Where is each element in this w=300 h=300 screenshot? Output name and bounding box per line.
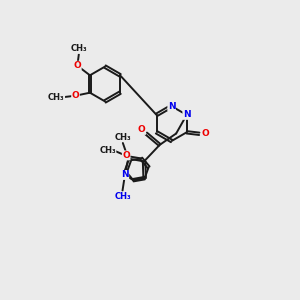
Text: N: N (121, 170, 129, 179)
Text: O: O (72, 91, 80, 100)
Text: CH₃: CH₃ (114, 192, 131, 201)
Text: O: O (122, 151, 130, 160)
Text: O: O (202, 129, 210, 138)
Text: N: N (168, 102, 176, 111)
Text: CH₃: CH₃ (115, 133, 131, 142)
Text: O: O (74, 61, 81, 70)
Text: CH₃: CH₃ (70, 44, 87, 53)
Text: CH₃: CH₃ (48, 93, 64, 102)
Text: O: O (138, 125, 146, 134)
Text: CH₃: CH₃ (99, 146, 116, 155)
Text: N: N (183, 110, 190, 119)
